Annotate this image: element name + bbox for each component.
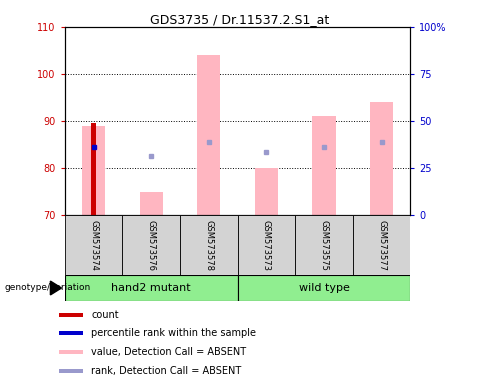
Bar xyxy=(82,126,105,215)
Bar xyxy=(65,215,122,275)
Bar xyxy=(295,215,353,275)
Text: GSM573575: GSM573575 xyxy=(320,220,328,271)
Bar xyxy=(370,102,393,215)
Bar xyxy=(140,192,163,215)
Text: wild type: wild type xyxy=(299,283,349,293)
Text: GSM573574: GSM573574 xyxy=(89,220,98,271)
Text: rank, Detection Call = ABSENT: rank, Detection Call = ABSENT xyxy=(91,366,241,376)
Bar xyxy=(60,331,83,335)
Bar xyxy=(60,350,83,354)
Text: GSM573573: GSM573573 xyxy=(262,220,271,271)
Bar xyxy=(60,369,83,373)
Text: GSM573576: GSM573576 xyxy=(147,220,156,271)
Text: hand2 mutant: hand2 mutant xyxy=(111,283,191,293)
Bar xyxy=(197,55,220,215)
Bar xyxy=(122,215,180,275)
Polygon shape xyxy=(50,281,61,295)
Bar xyxy=(353,215,410,275)
Bar xyxy=(180,215,238,275)
Text: count: count xyxy=(91,310,119,319)
Bar xyxy=(238,275,410,301)
Text: GSM573577: GSM573577 xyxy=(377,220,386,271)
Bar xyxy=(91,123,96,215)
Text: value, Detection Call = ABSENT: value, Detection Call = ABSENT xyxy=(91,347,246,357)
Text: percentile rank within the sample: percentile rank within the sample xyxy=(91,328,256,338)
Bar xyxy=(238,215,295,275)
Text: GDS3735 / Dr.11537.2.S1_at: GDS3735 / Dr.11537.2.S1_at xyxy=(150,13,330,26)
Text: GSM573578: GSM573578 xyxy=(204,220,213,271)
Bar xyxy=(60,313,83,317)
Bar xyxy=(65,275,238,301)
Text: genotype/variation: genotype/variation xyxy=(5,283,91,293)
Bar xyxy=(255,168,278,215)
Bar xyxy=(312,116,336,215)
